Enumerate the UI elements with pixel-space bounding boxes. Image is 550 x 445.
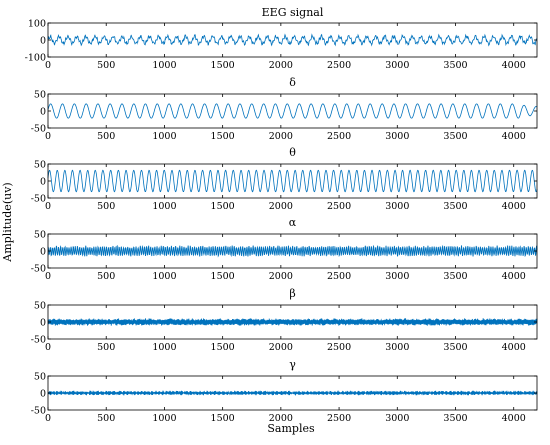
y-tick-label: -50 bbox=[31, 194, 46, 205]
x-tick-label: 4000 bbox=[502, 413, 526, 424]
y-tick-label: 50 bbox=[34, 372, 46, 383]
signal-line bbox=[47, 244, 538, 258]
x-tick-label: 3000 bbox=[385, 271, 409, 282]
x-tick-label: 1500 bbox=[211, 131, 235, 142]
x-tick-label: 3500 bbox=[443, 271, 467, 282]
signal-line bbox=[47, 318, 538, 327]
y-tick-label: 0 bbox=[40, 318, 46, 329]
x-tick-label: 1500 bbox=[211, 342, 235, 353]
y-tick-label: -50 bbox=[31, 406, 46, 417]
x-tick-label: 0 bbox=[45, 413, 51, 424]
y-axis-label: Amplitude(uv) bbox=[1, 182, 14, 262]
x-tick-label: 3000 bbox=[385, 342, 409, 353]
y-tick-label: 0 bbox=[40, 107, 46, 118]
x-tick-label: 500 bbox=[97, 60, 115, 71]
y-tick-label: -50 bbox=[31, 264, 46, 275]
x-tick-label: 1500 bbox=[211, 201, 235, 212]
x-tick-label: 0 bbox=[45, 201, 51, 212]
x-tick-label: 4000 bbox=[502, 201, 526, 212]
x-tick-label: 4000 bbox=[502, 60, 526, 71]
x-tick-label: 2000 bbox=[269, 131, 293, 142]
x-tick-label: 500 bbox=[97, 342, 115, 353]
y-tick-label: 50 bbox=[34, 90, 46, 101]
x-tick-label: 2500 bbox=[327, 131, 351, 142]
signal-line bbox=[47, 390, 538, 396]
x-tick-label: 1000 bbox=[152, 342, 176, 353]
x-tick-label: 0 bbox=[45, 60, 51, 71]
x-tick-label: 1000 bbox=[152, 131, 176, 142]
y-tick-label: -50 bbox=[31, 124, 46, 135]
panel-title: γ bbox=[289, 358, 296, 371]
y-tick-label: 50 bbox=[34, 160, 46, 171]
signal-line bbox=[47, 169, 538, 193]
x-tick-label: 2000 bbox=[269, 201, 293, 212]
x-tick-label: 3000 bbox=[385, 131, 409, 142]
x-axis-label: Samples bbox=[267, 422, 315, 435]
x-tick-label: 2500 bbox=[327, 413, 351, 424]
x-tick-label: 3500 bbox=[443, 413, 467, 424]
x-tick-label: 0 bbox=[45, 131, 51, 142]
plot-frame bbox=[47, 93, 538, 129]
x-tick-label: 500 bbox=[97, 413, 115, 424]
x-tick-label: 2500 bbox=[327, 60, 351, 71]
x-tick-label: 3000 bbox=[385, 60, 409, 71]
signal-line bbox=[47, 33, 538, 47]
y-tick-label: -100 bbox=[25, 53, 46, 64]
panel-title: β bbox=[289, 287, 295, 300]
x-tick-label: 2000 bbox=[269, 271, 293, 282]
y-tick-label: 0 bbox=[40, 389, 46, 400]
x-tick-label: 1500 bbox=[211, 413, 235, 424]
x-tick-label: 500 bbox=[97, 131, 115, 142]
x-tick-label: 4000 bbox=[502, 342, 526, 353]
y-tick-label: -50 bbox=[31, 335, 46, 346]
y-tick-label: 0 bbox=[40, 247, 46, 258]
panel-title: EEG signal bbox=[262, 6, 324, 19]
x-tick-label: 3500 bbox=[443, 342, 467, 353]
x-tick-label: 4000 bbox=[502, 271, 526, 282]
x-tick-label: 2000 bbox=[269, 342, 293, 353]
panel-title: α bbox=[289, 216, 297, 229]
x-tick-label: 2500 bbox=[327, 271, 351, 282]
x-tick-label: 2500 bbox=[327, 342, 351, 353]
x-tick-label: 4000 bbox=[502, 131, 526, 142]
signal-line bbox=[47, 103, 538, 119]
x-tick-label: 1500 bbox=[211, 271, 235, 282]
x-tick-label: 0 bbox=[45, 342, 51, 353]
x-tick-label: 1000 bbox=[152, 413, 176, 424]
x-tick-label: 1000 bbox=[152, 60, 176, 71]
x-tick-label: 500 bbox=[97, 201, 115, 212]
x-tick-label: 3000 bbox=[385, 201, 409, 212]
y-tick-label: 100 bbox=[28, 19, 46, 30]
y-tick-label: 50 bbox=[34, 301, 46, 312]
x-tick-label: 3500 bbox=[443, 131, 467, 142]
y-tick-label: 50 bbox=[34, 230, 46, 241]
y-tick-label: 0 bbox=[40, 177, 46, 188]
x-tick-label: 1000 bbox=[152, 201, 176, 212]
x-tick-label: 1500 bbox=[211, 60, 235, 71]
x-tick-label: 1000 bbox=[152, 271, 176, 282]
x-tick-label: 0 bbox=[45, 271, 51, 282]
y-tick-label: 0 bbox=[40, 36, 46, 47]
x-tick-label: 3500 bbox=[443, 201, 467, 212]
x-tick-label: 500 bbox=[97, 271, 115, 282]
x-tick-label: 2000 bbox=[269, 60, 293, 71]
x-tick-label: 3500 bbox=[443, 60, 467, 71]
plot-frame bbox=[47, 163, 538, 199]
x-tick-label: 3000 bbox=[385, 413, 409, 424]
x-tick-label: 2000 bbox=[269, 413, 293, 424]
panel-title: θ bbox=[289, 146, 296, 159]
panel-title: δ bbox=[289, 76, 296, 89]
x-tick-label: 2500 bbox=[327, 201, 351, 212]
